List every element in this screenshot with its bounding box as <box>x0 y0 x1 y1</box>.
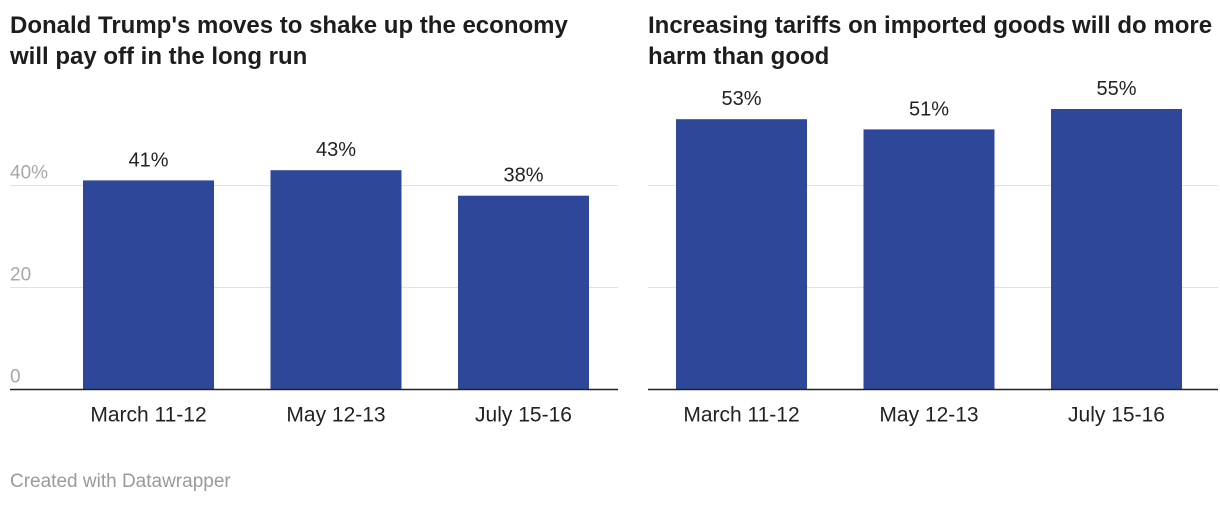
footer-credit: Created with Datawrapper <box>10 471 231 492</box>
x-category-label: July 15-16 <box>475 404 572 427</box>
bar-value-label: 51% <box>909 98 949 120</box>
bar <box>1051 109 1182 390</box>
chart-title: Donald Trump's moves to shake up the eco… <box>10 12 568 70</box>
bar-value-label: 53% <box>721 88 761 110</box>
x-category-label: May 12-13 <box>879 404 978 427</box>
bar <box>863 129 995 390</box>
bar-chart-left: 0 20 40% 41% March 11-12 43% May 12-13 38% July … <box>10 139 618 427</box>
bar <box>676 119 807 390</box>
bar-value-label: 55% <box>1096 78 1136 100</box>
bar-chart-right: 53% March 11-12 51% May 12-13 55% July 15-16 <box>648 78 1218 427</box>
x-category-label: March 11-12 <box>683 404 799 427</box>
bar <box>270 170 402 390</box>
bar-value-label: 41% <box>128 149 168 171</box>
bar <box>458 195 589 390</box>
y-tick-label: 0 <box>10 367 21 388</box>
bar-value-label: 43% <box>316 139 356 161</box>
bar <box>83 180 214 390</box>
y-tick-label: 40% <box>10 163 48 184</box>
bar-value-label: 38% <box>503 165 543 187</box>
y-tick-label: 20 <box>10 265 31 286</box>
x-category-label: March 11-12 <box>90 404 206 427</box>
chart-title: Increasing tariffs on imported goods wil… <box>648 12 1213 70</box>
x-category-label: July 15-16 <box>1068 404 1165 427</box>
x-category-label: May 12-13 <box>286 404 385 427</box>
